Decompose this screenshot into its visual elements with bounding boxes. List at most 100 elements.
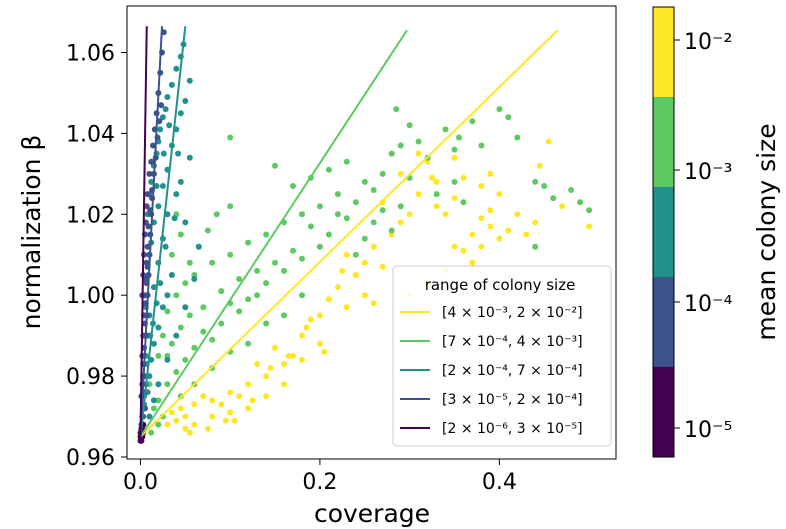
data-point: [155, 324, 162, 331]
data-point: [227, 134, 234, 141]
data-point: [143, 203, 150, 210]
data-point: [200, 304, 207, 311]
data-point: [159, 304, 166, 311]
data-point: [263, 320, 270, 327]
data-point: [148, 429, 155, 436]
data-point: [159, 332, 166, 339]
data-point: [433, 191, 440, 198]
data-point: [159, 114, 166, 121]
data-point: [173, 332, 180, 339]
colorbar-tick-label: 10⁻³: [684, 160, 732, 185]
data-point: [164, 381, 171, 388]
data-point: [272, 162, 278, 169]
data-point: [144, 243, 151, 250]
data-point: [451, 146, 458, 153]
data-point: [334, 191, 341, 198]
data-point: [236, 276, 243, 282]
data-point: [182, 98, 189, 104]
data-point: [191, 344, 198, 351]
data-point: [586, 223, 593, 230]
data-point: [148, 178, 155, 185]
data-point: [148, 158, 155, 165]
data-point: [321, 348, 328, 355]
data-point: [177, 405, 184, 412]
data-point: [245, 381, 252, 388]
data-point: [334, 211, 341, 218]
data-point: [316, 203, 323, 210]
data-point: [299, 292, 305, 299]
colorbar-tick-label: 10⁻²: [684, 30, 732, 55]
data-point: [164, 94, 171, 100]
data-point: [281, 267, 287, 274]
data-point: [191, 276, 198, 282]
data-point: [487, 223, 494, 230]
fit-line: [139, 29, 408, 438]
data-point: [370, 187, 377, 193]
data-point: [182, 304, 189, 311]
plot-frame: [126, 5, 617, 460]
y-axis-label: normalization β: [17, 135, 46, 330]
data-point: [272, 259, 278, 266]
data-point: [460, 199, 467, 206]
data-point: [162, 106, 169, 113]
colorbar-level: [653, 367, 674, 457]
data-point: [254, 292, 261, 299]
data-point: [173, 417, 180, 424]
data-point: [175, 150, 182, 157]
data-point: [182, 356, 189, 363]
data-point: [186, 77, 193, 84]
data-point: [406, 122, 413, 129]
data-point: [209, 259, 216, 266]
colorbar-ticks: 10⁻⁵ 10⁻⁴ 10⁻³ 10⁻²: [674, 30, 733, 443]
data-point: [469, 231, 476, 238]
x-axis: 0.0 0.2 0.4: [123, 459, 517, 495]
data-point: [307, 316, 314, 323]
data-point: [406, 211, 413, 218]
data-point: [460, 247, 467, 254]
data-point: [442, 211, 449, 218]
y-tick-label: 0.98: [66, 365, 115, 390]
data-point: [316, 340, 323, 347]
data-point: [182, 219, 189, 226]
data-point: [168, 81, 175, 88]
data-point: [325, 231, 332, 238]
data-point: [204, 227, 211, 234]
data-point: [586, 207, 593, 214]
data-point: [153, 183, 160, 189]
data-point: [155, 421, 162, 428]
y-tick-label: 1.06: [66, 42, 115, 67]
data-point: [290, 183, 296, 189]
data-point: [370, 219, 377, 226]
data-point: [158, 102, 165, 109]
data-point: [505, 227, 512, 234]
colorbar-level: [653, 7, 674, 97]
data-point: [155, 352, 162, 359]
data-point: [144, 191, 151, 198]
data-point: [469, 118, 476, 125]
data-point: [209, 413, 216, 420]
data-point: [352, 251, 359, 258]
fit-line: [139, 29, 559, 438]
data-point: [281, 381, 287, 388]
data-point: [182, 413, 189, 420]
data-point: [451, 195, 458, 202]
legend: range of colony size [4 × 10⁻³, 2 × 10⁻²…: [392, 265, 612, 447]
data-point: [487, 170, 494, 177]
data-point: [343, 158, 350, 165]
data-point: [227, 203, 234, 210]
data-point: [541, 183, 548, 189]
data-point: [150, 405, 157, 412]
data-point: [186, 429, 193, 436]
data-point: [146, 170, 153, 177]
y-axis: 0.96 0.98 1.00 1.02 1.04 1.06: [66, 42, 127, 471]
data-point: [245, 340, 252, 347]
fit-lines: [139, 26, 559, 438]
data-point: [191, 401, 198, 408]
data-point: [254, 361, 261, 367]
data-point: [145, 223, 152, 230]
data-point: [505, 114, 512, 121]
colorbar: 10⁻⁵ 10⁻⁴ 10⁻³ 10⁻² mean colony size: [652, 6, 781, 458]
colorbar-tick-label: 10⁻⁴: [684, 292, 733, 317]
data-point: [415, 191, 422, 198]
